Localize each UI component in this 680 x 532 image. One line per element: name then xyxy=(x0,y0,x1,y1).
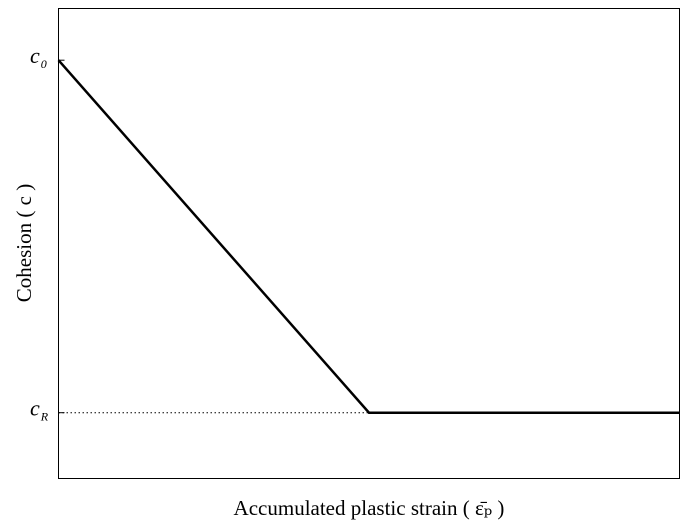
x-axis-label: Accumulated plastic strain ( ε̄ₚ ) xyxy=(234,496,505,520)
y-axis-label: Cohesion ( c ) xyxy=(12,184,36,302)
tick-label-main: c xyxy=(30,396,40,421)
plot-frame xyxy=(58,8,680,479)
tick-label-subscript: 0 xyxy=(41,57,47,71)
y-tick-label: cR xyxy=(30,396,49,424)
data-line xyxy=(57,59,680,414)
y-tick-label: c0 xyxy=(30,43,47,71)
tick-label-subscript: R xyxy=(40,409,49,423)
tick-label-main: c xyxy=(30,43,40,68)
